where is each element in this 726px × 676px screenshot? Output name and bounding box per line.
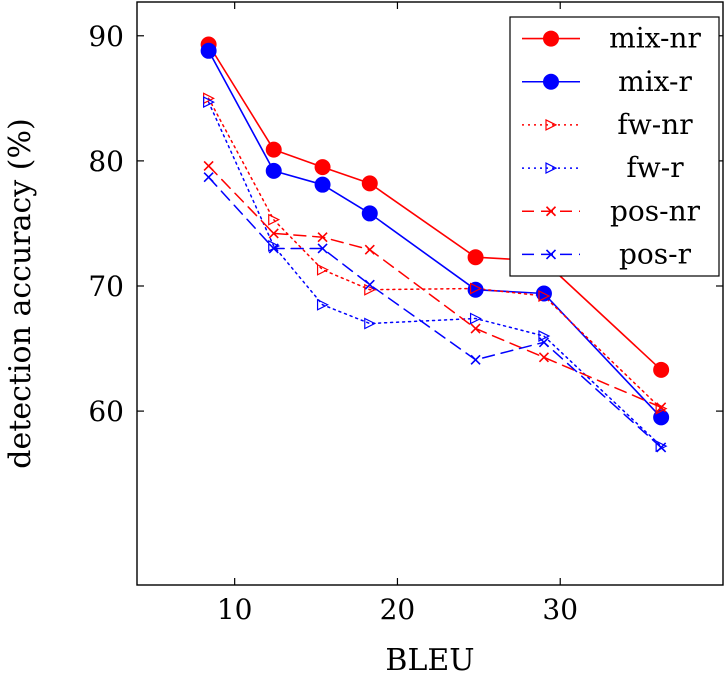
axes: 10 20 30 60 70 80 90 BLEU detection accuracy (%) bbox=[3, 1, 724, 676]
data-point-pos-nr bbox=[538, 352, 550, 363]
data-point-fw-r bbox=[364, 317, 377, 330]
series-line-fw-r bbox=[207, 101, 662, 447]
data-point-mix-nr bbox=[653, 361, 670, 378]
data-point-fw-nr bbox=[469, 282, 482, 295]
data-point-pos-r bbox=[268, 243, 279, 254]
plot-frame bbox=[136, 1, 724, 586]
data-point-mix-r bbox=[314, 176, 331, 193]
data-point-pos-nr bbox=[203, 160, 214, 171]
data-point-fw-r bbox=[469, 312, 482, 325]
data-point-pos-nr bbox=[317, 232, 328, 243]
x-tick-label: 20 bbox=[380, 593, 416, 626]
data-point-mix-nr bbox=[314, 159, 331, 176]
y-tick-label: 60 bbox=[88, 395, 124, 428]
data-point-fw-nr bbox=[538, 290, 551, 302]
data-point-fw-nr bbox=[655, 402, 668, 415]
x-tick-label: 10 bbox=[217, 593, 253, 626]
legend-marker-pos-r bbox=[545, 249, 557, 260]
legend-label-mix-r: mix-r bbox=[618, 65, 692, 98]
data-point-mix-nr bbox=[467, 249, 484, 266]
data-point-pos-r bbox=[656, 442, 667, 453]
data-point-fw-r bbox=[538, 330, 551, 343]
y-tick-label: 90 bbox=[88, 20, 124, 53]
data-point-fw-r bbox=[316, 298, 329, 311]
data-point-mix-r bbox=[265, 162, 282, 179]
data-point-fw-r bbox=[655, 440, 668, 453]
y-tick-label: 80 bbox=[88, 145, 124, 178]
legend-marker-mix-nr bbox=[543, 30, 559, 47]
data-point-pos-r bbox=[364, 279, 375, 290]
data-point-pos-r bbox=[470, 354, 481, 365]
legend-label-mix-nr: mix-nr bbox=[609, 22, 701, 55]
data-point-fw-nr bbox=[316, 263, 329, 276]
data-point-fw-nr bbox=[364, 283, 377, 296]
data-point-pos-r bbox=[203, 172, 214, 183]
legend: mix-nr mix-r fw-nr fw-r pos-nr pos-r bbox=[509, 16, 720, 277]
legend-marker-pos-nr bbox=[545, 206, 557, 217]
data-point-pos-nr bbox=[656, 402, 667, 413]
data-point-pos-nr bbox=[268, 228, 279, 239]
legend-label-fw-r: fw-r bbox=[626, 151, 684, 184]
series-markers bbox=[200, 36, 670, 453]
data-point-mix-r bbox=[361, 205, 378, 222]
y-tick-label: 70 bbox=[88, 270, 124, 303]
data-point-pos-nr bbox=[470, 323, 481, 334]
data-point-pos-nr bbox=[364, 244, 375, 255]
data-point-mix-r bbox=[200, 42, 217, 59]
y-axis-label: detection accuracy (%) bbox=[3, 118, 38, 468]
legend-marker-fw-nr bbox=[545, 118, 558, 131]
x-tick-label: 30 bbox=[542, 593, 578, 626]
legend-label-pos-nr: pos-nr bbox=[610, 194, 701, 227]
legend-marker-mix-r bbox=[543, 73, 559, 90]
data-point-fw-nr bbox=[268, 213, 281, 226]
data-point-mix-nr bbox=[265, 141, 282, 158]
legend-label-pos-r: pos-r bbox=[619, 237, 692, 270]
legend-marker-fw-r bbox=[545, 162, 558, 175]
data-point-mix-nr bbox=[361, 175, 378, 192]
data-point-fw-r bbox=[203, 96, 215, 109]
data-point-pos-r bbox=[538, 337, 550, 348]
legend-label-fw-nr: fw-nr bbox=[617, 108, 693, 141]
x-axis-label: BLEU bbox=[385, 643, 474, 676]
data-point-pos-r bbox=[317, 243, 328, 254]
legend-box bbox=[509, 16, 720, 277]
